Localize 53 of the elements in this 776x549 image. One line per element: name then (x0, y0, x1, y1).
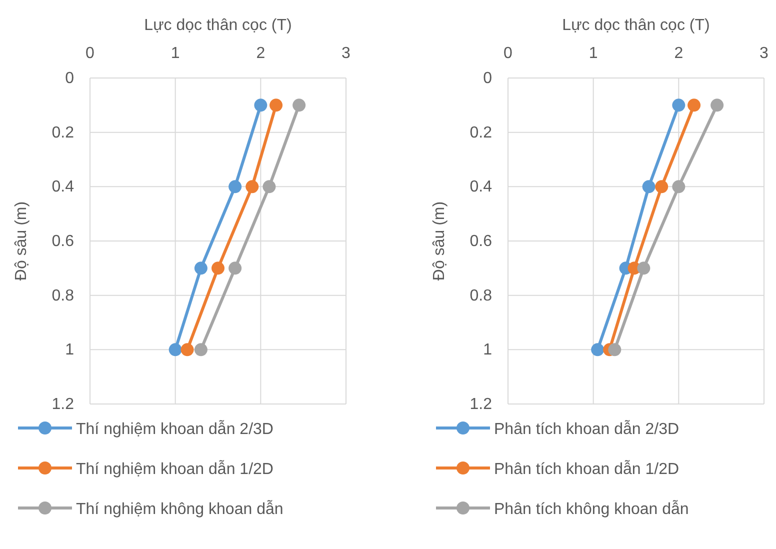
x-tick-label: 3 (760, 45, 769, 62)
y-tick-label: 0.2 (52, 124, 74, 142)
point (262, 180, 276, 194)
point (180, 343, 194, 356)
y-tick-label: 0.8 (470, 287, 492, 304)
x-tick-label: 1 (170, 45, 180, 62)
x-tick-label: 0 (86, 45, 95, 62)
x-tick-label: 1 (588, 45, 598, 62)
y-axis-title: Độ sâu (m) (13, 201, 30, 281)
point (608, 343, 622, 356)
point (194, 262, 208, 275)
legend-label: Thí nghiệm khoan dẫn 1/2D (76, 460, 274, 478)
point (194, 343, 208, 356)
point (591, 343, 604, 356)
y-axis-title: Độ sâu (m) (431, 201, 448, 281)
point (254, 98, 268, 112)
point (270, 98, 283, 112)
y-tick-label: 0.2 (470, 124, 492, 142)
y-tick-label: 0.6 (52, 233, 74, 250)
x-tick-label: 0 (504, 45, 513, 62)
legend-label: Phân tích khoan dẫn 1/2D (494, 460, 680, 478)
point (212, 262, 224, 275)
legend-label: Phân tích khoan dẫn 2/3D (494, 420, 680, 438)
point (710, 98, 724, 112)
point (672, 180, 686, 194)
legend-label: Thí nghiệm không khoan dẫn (76, 500, 284, 518)
y-tick-label: 0 (65, 70, 74, 87)
point (292, 98, 306, 112)
x-tick-label: 3 (342, 45, 351, 62)
point (655, 180, 668, 194)
y-tick-label: 1 (65, 342, 74, 359)
y-tick-label: 0.8 (52, 287, 74, 304)
x-axis-title: Lực dọc thân cọc (T) (144, 17, 292, 34)
point (642, 180, 656, 194)
legend-label: Phân tích không khoan dẫn (494, 500, 689, 518)
point (246, 180, 259, 194)
point (637, 262, 650, 275)
point (688, 98, 701, 112)
y-tick-label: 0.6 (470, 233, 492, 250)
y-tick-label: 0.4 (470, 178, 492, 196)
y-tick-label: 1.2 (52, 396, 74, 413)
x-tick-label: 2 (256, 45, 266, 62)
y-tick-label: 0 (483, 70, 492, 87)
point (672, 98, 686, 112)
y-tick-label: 1 (483, 342, 492, 359)
x-tick-label: 2 (674, 45, 684, 62)
x-axis-title: Lực dọc thân cọc (T) (562, 17, 710, 34)
y-tick-label: 0.4 (52, 178, 74, 196)
point (228, 180, 242, 194)
point (228, 262, 242, 275)
point (168, 343, 182, 356)
y-tick-label: 1.2 (470, 396, 492, 413)
legend-label: Thí nghiệm khoan dẫn 2/3D (76, 420, 274, 438)
